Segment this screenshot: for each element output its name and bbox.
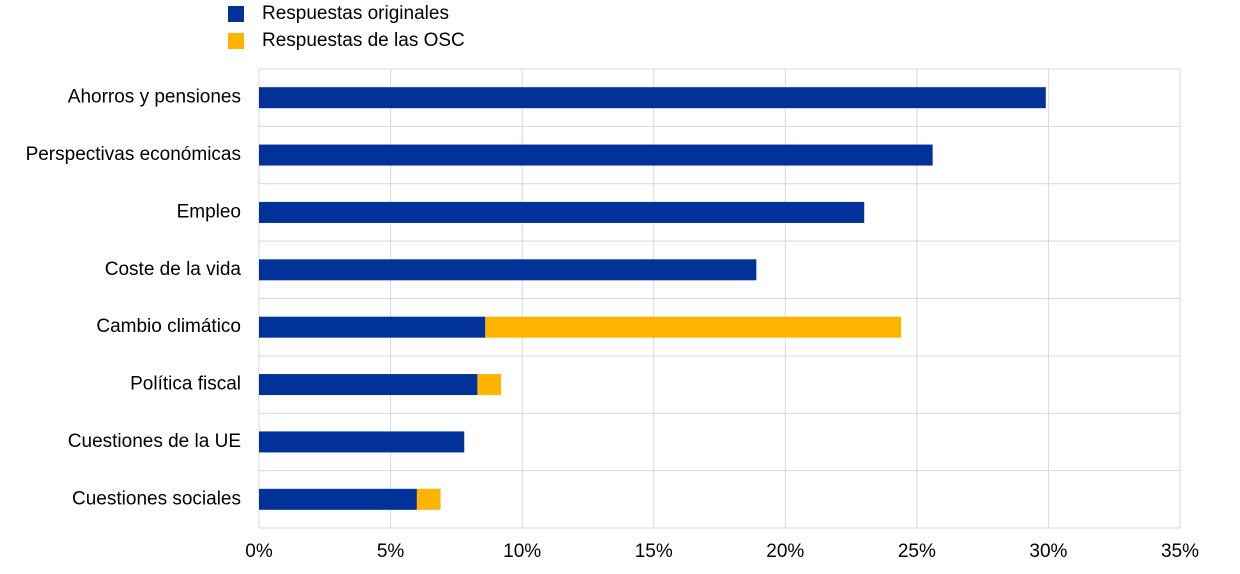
bar-segment <box>259 374 478 396</box>
y-tick-label: Empleo <box>177 201 241 222</box>
y-tick-label: Cambio climático <box>96 316 241 337</box>
bar-segment <box>485 316 902 338</box>
bar-segment <box>259 488 417 510</box>
x-tick-label: 15% <box>635 541 673 562</box>
bar-segment <box>259 144 933 166</box>
y-tick-label: Coste de la vida <box>105 259 242 280</box>
y-tick-label: Política fiscal <box>130 374 241 395</box>
bar-segment <box>477 374 502 396</box>
x-tick-label: 0% <box>245 541 273 562</box>
x-tick-label: 30% <box>1029 541 1067 562</box>
bar-segment <box>259 431 465 453</box>
y-tick-label: Cuestiones sociales <box>72 488 241 509</box>
x-tick-label: 25% <box>898 541 936 562</box>
y-tick-label: Ahorros y pensiones <box>68 87 241 108</box>
bar-segment <box>259 87 1046 109</box>
x-tick-label: 20% <box>766 541 804 562</box>
legend-swatch <box>228 33 244 49</box>
y-tick-label: Cuestiones de la UE <box>68 431 241 452</box>
bar-segment <box>416 488 441 510</box>
x-tick-label: 35% <box>1161 541 1199 562</box>
y-tick-label: Perspectivas económicas <box>26 144 241 165</box>
bar-segment <box>259 259 757 281</box>
bar-segment <box>259 201 865 223</box>
x-tick-label: 10% <box>503 541 541 562</box>
legend-label: Respuestas originales <box>262 3 449 24</box>
x-tick-label: 5% <box>377 541 405 562</box>
legend-label: Respuestas de las OSC <box>262 30 465 51</box>
legend-swatch <box>228 6 244 22</box>
bar-segment <box>259 316 486 338</box>
